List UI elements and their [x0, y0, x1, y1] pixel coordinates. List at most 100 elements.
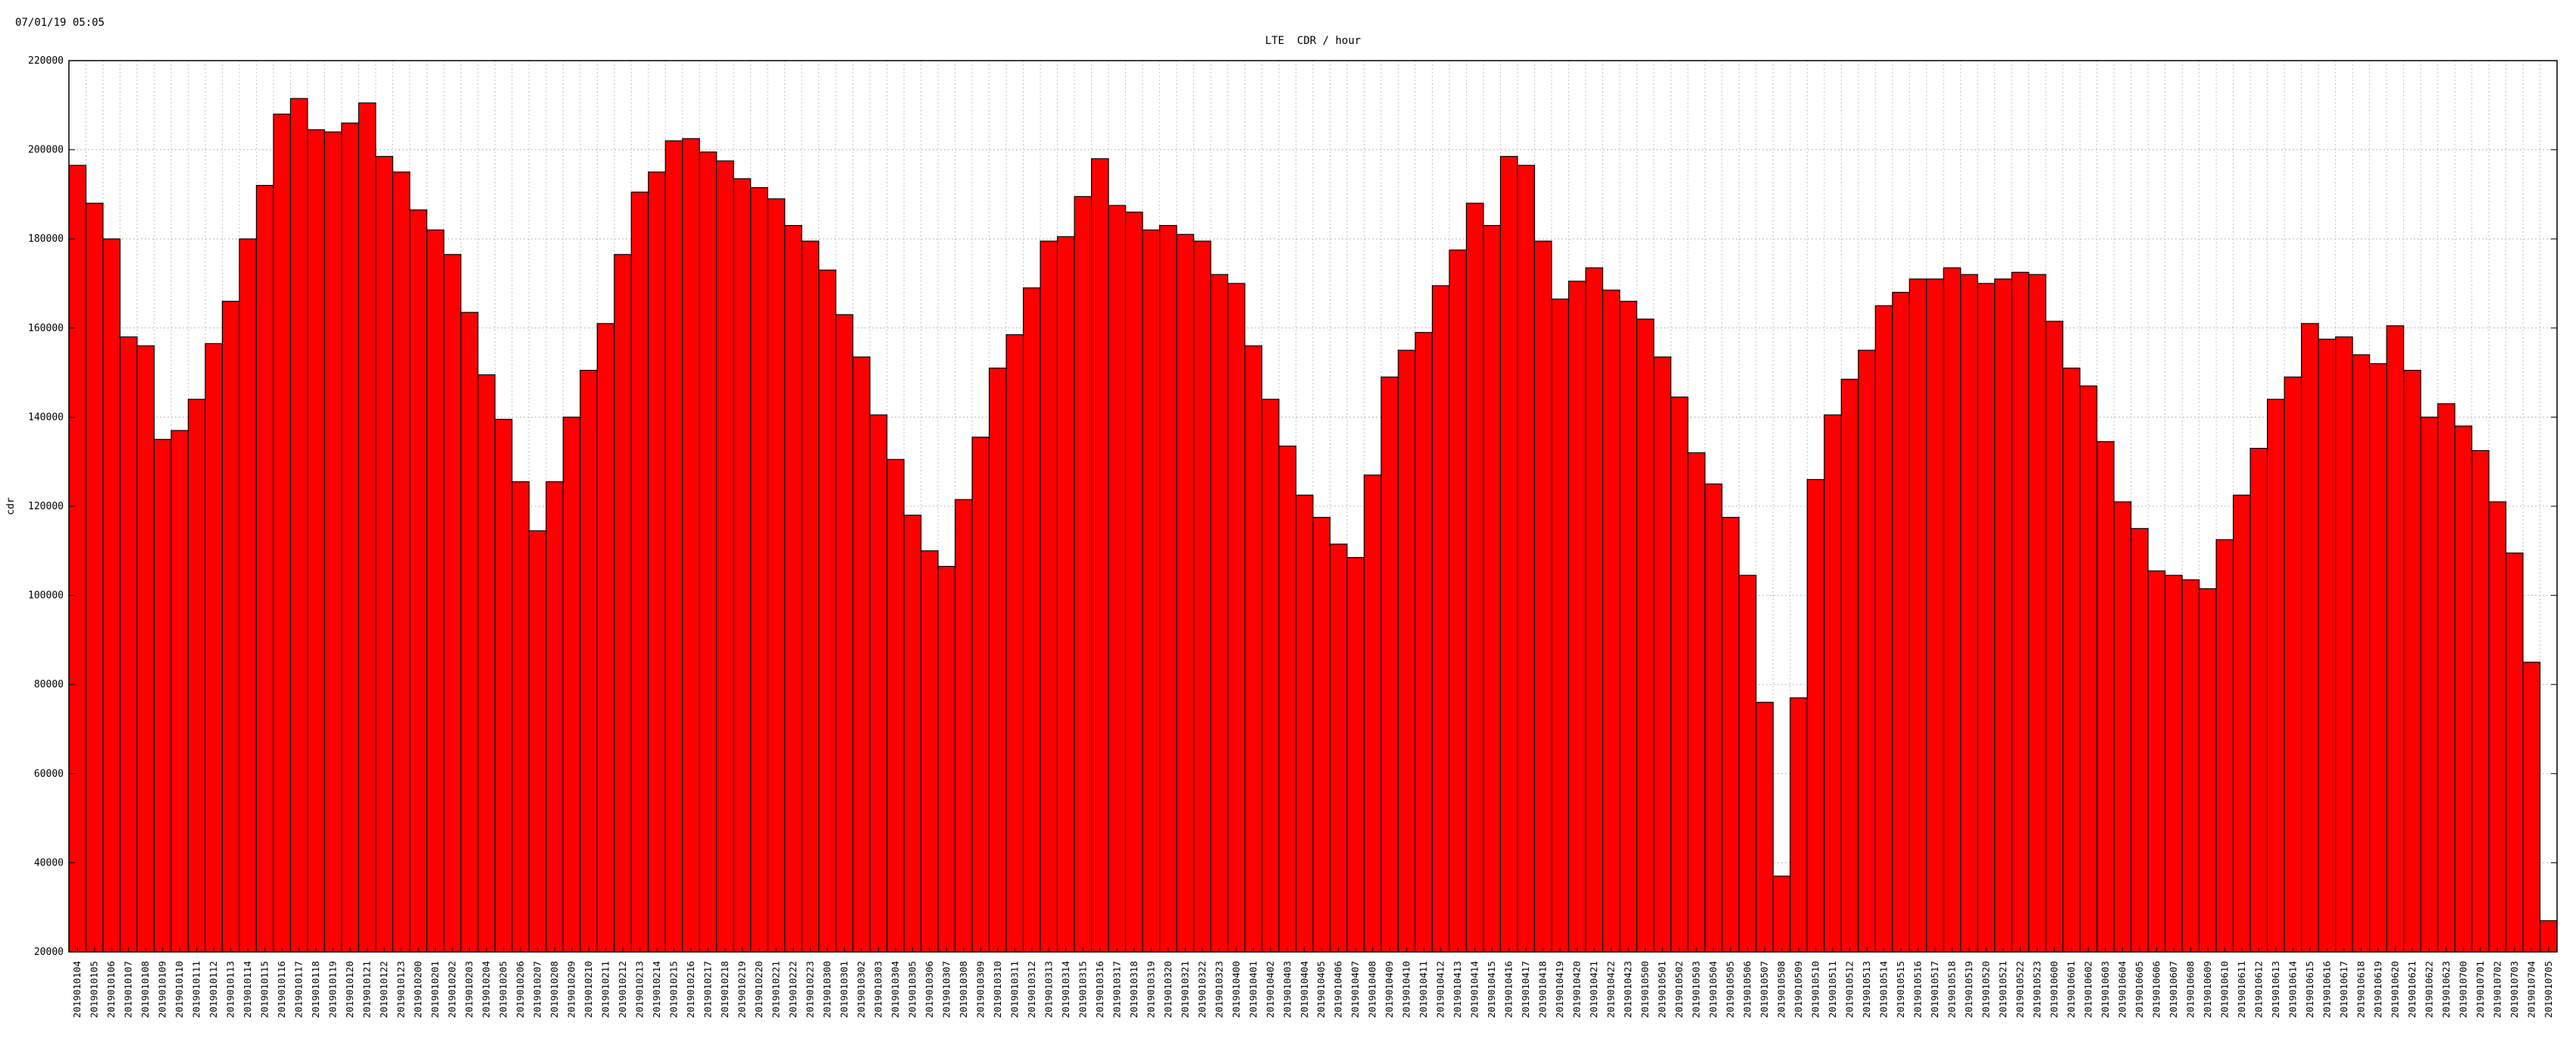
x-tick-label: 2019010620: [2389, 961, 2400, 1018]
x-tick-label: 2019010505: [1724, 961, 1736, 1018]
bar: [989, 368, 1007, 953]
bar: [1397, 349, 1416, 953]
bar: [580, 370, 598, 953]
bar: [1005, 334, 1024, 953]
x-tick-label: 2019010222: [787, 961, 799, 1018]
bar: [289, 98, 308, 953]
bar: [1772, 875, 1791, 953]
x-tick-label: 2019010208: [549, 961, 560, 1018]
bar: [1312, 517, 1331, 953]
x-tick-label: 2019010107: [123, 961, 134, 1018]
bar: [1602, 290, 1621, 953]
x-tick-label: 2019010418: [1537, 961, 1549, 1018]
bar: [1278, 446, 1297, 953]
x-tick-label: 2019010604: [2116, 961, 2127, 1018]
x-tick-label: 2019010200: [412, 961, 424, 1018]
x-tick-label: 2019010704: [2525, 961, 2537, 1018]
bar: [562, 416, 581, 953]
bar: [818, 269, 836, 953]
bar: [1568, 280, 1587, 953]
bar: [2368, 363, 2387, 953]
x-tick-label: 2019010320: [1162, 961, 1174, 1018]
x-tick-label: 2019010415: [1486, 961, 1497, 1018]
x-tick-label: 2019010523: [2031, 961, 2043, 1018]
x-tick-label: 2019010411: [1418, 961, 1429, 1018]
x-tick-label: 2019010122: [378, 961, 389, 1018]
x-tick-label: 2019010309: [974, 961, 986, 1018]
x-tick-label: 2019010503: [1690, 961, 1702, 1018]
x-tick-label: 2019010302: [855, 961, 867, 1018]
x-tick-label: 2019010507: [1758, 961, 1770, 1018]
bar: [85, 202, 104, 953]
bar: [460, 311, 479, 953]
x-tick-label: 2019010104: [71, 961, 83, 1018]
x-tick-label: 2019010407: [1349, 961, 1361, 1018]
x-tick-label: 2019010112: [208, 961, 219, 1018]
y-tick-label: 140000: [28, 412, 64, 423]
x-tick-label: 2019010202: [446, 961, 458, 1018]
bar: [1244, 345, 1263, 953]
x-tick-label: 2019010500: [1640, 961, 1651, 1018]
x-tick-label: 2019010614: [2287, 961, 2298, 1018]
x-tick-label: 2019010422: [1605, 961, 1617, 1018]
bar: [1840, 378, 1859, 953]
bar: [716, 160, 734, 953]
bar: [205, 343, 224, 953]
y-tick-label: 220000: [28, 55, 64, 67]
y-tick-label: 120000: [28, 501, 64, 512]
x-tick-label: 2019010221: [770, 961, 781, 1018]
bar: [1090, 158, 1109, 953]
x-tick-label: 2019010317: [1111, 961, 1122, 1018]
y-tick-label: 40000: [34, 857, 64, 869]
bar: [2249, 447, 2268, 953]
bar: [2454, 425, 2473, 953]
x-tick-label: 2019010506: [1742, 961, 1753, 1018]
plot-frame: [68, 60, 2558, 953]
bar: [341, 122, 359, 953]
x-tick-label: 2019010408: [1367, 961, 1378, 1018]
bar: [170, 430, 189, 953]
bar: [955, 499, 973, 953]
bar: [1790, 697, 1808, 953]
bar: [1653, 356, 1671, 953]
x-tick-label: 2019010612: [2252, 961, 2264, 1018]
x-tick-label: 2019010312: [1026, 961, 1037, 1018]
bar: [2147, 570, 2166, 953]
x-tick-label: 2019010209: [566, 961, 577, 1018]
bar: [273, 113, 292, 953]
x-tick-label: 2019010420: [1571, 961, 1583, 1018]
bar: [2028, 274, 2046, 953]
x-tick-label: 2019010514: [1878, 961, 1890, 1018]
y-tick-label: 20000: [34, 947, 64, 958]
x-tick-label: 2019010603: [2099, 961, 2111, 1018]
x-tick-label: 2019010410: [1401, 961, 1412, 1018]
x-tick-label: 2019010615: [2304, 961, 2315, 1018]
bar: [2318, 338, 2337, 953]
bar: [1363, 474, 1382, 953]
bar: [1585, 267, 1603, 953]
x-tick-label: 2019010213: [634, 961, 646, 1018]
x-tick-label: 2019010608: [2184, 961, 2196, 1018]
bar: [1994, 278, 2012, 953]
bar: [1346, 557, 1365, 953]
bar: [324, 131, 342, 953]
bar: [2181, 579, 2200, 953]
bar: [750, 186, 768, 953]
x-tick-label: 2019010623: [2440, 961, 2452, 1018]
x-tick-label: 2019010617: [2338, 961, 2349, 1018]
bar: [664, 140, 683, 953]
bar: [1176, 233, 1195, 953]
bar: [1977, 283, 1996, 953]
bar: [2301, 323, 2319, 953]
bar: [2079, 385, 2098, 953]
x-tick-label: 2019010212: [617, 961, 628, 1018]
bar: [102, 238, 121, 953]
bar: [2420, 416, 2439, 953]
bar: [767, 198, 786, 953]
bar: [2386, 325, 2405, 953]
x-tick-label: 2019010216: [685, 961, 696, 1018]
x-tick-label: 2019010700: [2457, 961, 2468, 1018]
bar: [921, 550, 939, 953]
bar: [2165, 574, 2183, 953]
x-tick-label: 2019010508: [1776, 961, 1787, 1018]
